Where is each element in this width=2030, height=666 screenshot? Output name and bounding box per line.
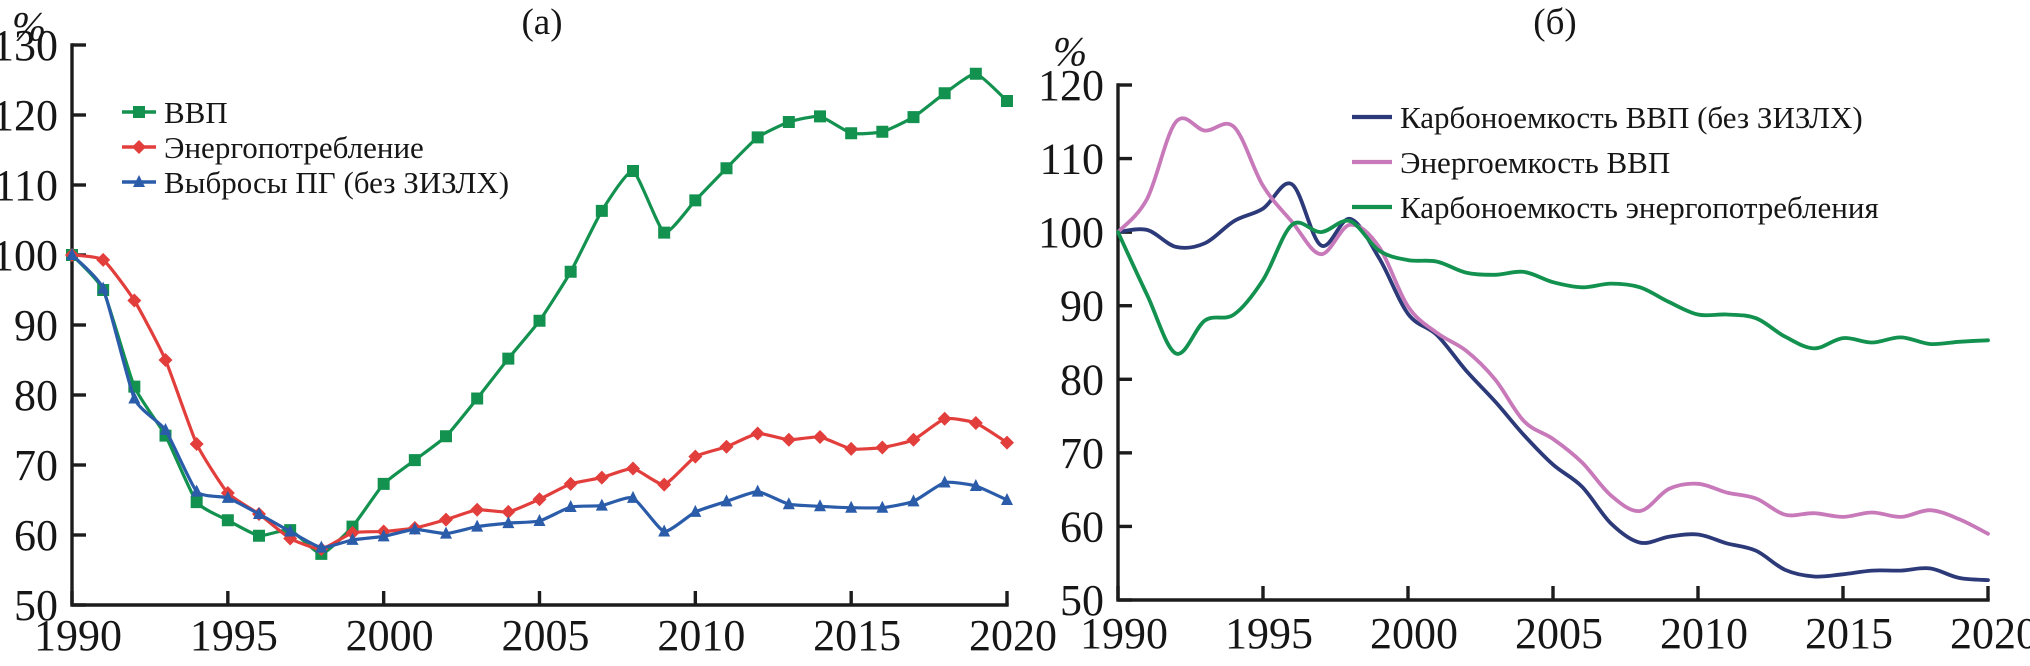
panel-a-y-tick-label: 120 xyxy=(0,91,58,140)
panel-a-unit-label: % xyxy=(12,3,47,49)
panel-b-legend-label-1: Энергоемкость ВВП xyxy=(1400,145,1670,180)
panel-b-y-tick-label: 90 xyxy=(1060,282,1104,331)
panel-b-x-tick-label: 2020 xyxy=(1950,609,2030,658)
panel-a-x-tick-label: 1990 xyxy=(34,611,122,660)
panel-b-x-tick-label: 2005 xyxy=(1515,609,1603,658)
panel-a-legend-marker-2 xyxy=(133,175,145,187)
panel-a-x-tick-label: 2000 xyxy=(346,611,434,660)
panel-a-x-tick-label: 2015 xyxy=(813,611,901,660)
panel-a-y-tick-label: 130 xyxy=(0,21,58,70)
panel-b-y-tick-label: 80 xyxy=(1060,355,1104,404)
panel-b-legend-label-0: Карбоноемкость ВВП (без ЗИЗЛХ) xyxy=(1400,100,1863,135)
panel-a-y-tick-label: 90 xyxy=(14,301,58,350)
panel-a-series-markers-1 xyxy=(65,248,1014,556)
panel-a-legend-label-0: ВВП xyxy=(164,95,228,130)
panel-a-x-tick-label: 1995 xyxy=(190,611,278,660)
panel-b-y-tick-label: 110 xyxy=(1040,135,1104,184)
panel-a-y-tick-label: 60 xyxy=(14,511,58,560)
panel-b-series-line-2 xyxy=(1116,218,1990,356)
panel-a-y-tick-label: 70 xyxy=(14,441,58,490)
panel-a-legend-marker-0 xyxy=(133,106,145,118)
panel-b-x-tick-label: 1995 xyxy=(1225,609,1313,658)
panel-a-y-tick-label: 50 xyxy=(14,581,58,630)
panel-b-x-tick-label: 1990 xyxy=(1080,609,1168,658)
panel-a-x-tick-label: 2005 xyxy=(502,611,590,660)
panel-b-y-tick-label: 70 xyxy=(1060,429,1104,478)
panel-a-series-markers-0 xyxy=(66,67,1013,560)
panel-b-x-tick-label: 2000 xyxy=(1370,609,1458,658)
panel-b-unit-label: % xyxy=(1053,28,1088,74)
panel-b-legend-label-2: Карбоноемкость энергопотребления xyxy=(1400,190,1879,225)
panel-b-x-tick-label: 2015 xyxy=(1805,609,1893,658)
panel-b-series-line-1 xyxy=(1116,116,1990,536)
panel-b-y-tick-label: 60 xyxy=(1060,502,1104,551)
panel-a-y-tick-label: 110 xyxy=(0,161,58,210)
panel-a-y-tick-label: 80 xyxy=(14,371,58,420)
panel-b-y-tick-label: 100 xyxy=(1038,208,1104,257)
panel-b-title: (б) xyxy=(1533,2,1577,43)
panel-b-y-tick-label: 50 xyxy=(1060,576,1104,625)
panel-a-x-tick-label: 2010 xyxy=(657,611,745,660)
panel-b-y-tick-label: 120 xyxy=(1038,61,1104,110)
panel-b-series-line-0 xyxy=(1116,181,1990,582)
panel-a-x-tick-label: 2020 xyxy=(969,611,1057,660)
panel-a-y-tick-label: 100 xyxy=(0,231,58,280)
panel-a-legend-label-2: Выбросы ПГ (без ЗИЗЛХ) xyxy=(164,165,509,200)
panel-b-x-tick-label: 2010 xyxy=(1660,609,1748,658)
panel-a-legend-marker-1 xyxy=(132,140,146,154)
panel-a-title: (а) xyxy=(521,2,563,43)
panel-a-legend-label-1: Энергопотребление xyxy=(164,130,424,165)
